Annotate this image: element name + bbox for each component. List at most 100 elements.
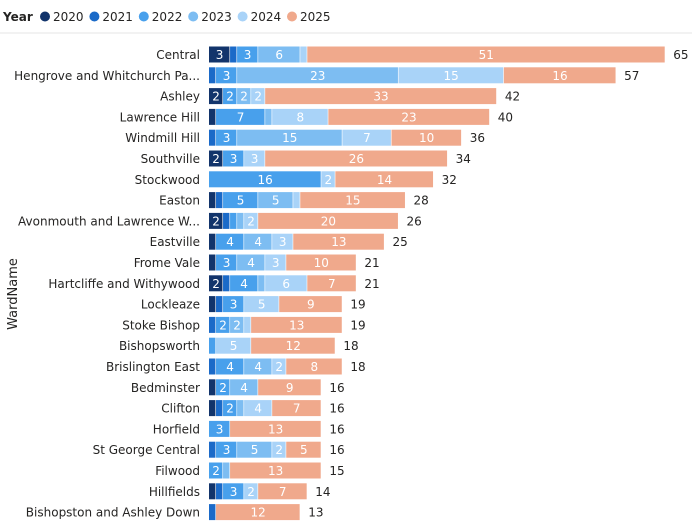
- bar-clifton-2024[interactable]: [244, 400, 272, 417]
- bar-st-george-central-2021[interactable]: [209, 441, 216, 458]
- bar-ashley-2020[interactable]: [209, 88, 223, 105]
- bar-frome-vale-2025[interactable]: [286, 254, 356, 271]
- bar-hengrove-and-whitchurch-pa-2024[interactable]: [398, 67, 504, 84]
- bar-stoke-bishop-2022[interactable]: [216, 316, 230, 333]
- bar-eastville-2024[interactable]: [272, 233, 293, 250]
- bar-eastville-2025[interactable]: [293, 233, 384, 250]
- bar-stoke-bishop-2023[interactable]: [230, 316, 244, 333]
- bar-lockleaze-2025[interactable]: [279, 296, 342, 313]
- bar-stockwood-2025[interactable]: [335, 171, 434, 188]
- bar-central-2022[interactable]: [237, 46, 258, 63]
- bar-hartcliffe-and-withywood-2021[interactable]: [223, 275, 230, 292]
- bar-ashley-2022[interactable]: [223, 88, 237, 105]
- bar-lawrence-hill-2025[interactable]: [328, 108, 490, 125]
- bar-bedminster-2020[interactable]: [209, 379, 216, 396]
- bar-southville-2020[interactable]: [209, 150, 223, 167]
- bar-bishopston-and-ashley-down-2025[interactable]: [216, 504, 300, 521]
- bar-ashley-2023[interactable]: [237, 88, 251, 105]
- bar-lawrence-hill-2024[interactable]: [272, 108, 328, 125]
- bar-bishopsworth-2022[interactable]: [209, 337, 216, 354]
- bar-lockleaze-2021[interactable]: [216, 296, 223, 313]
- bar-lawrence-hill-2023[interactable]: [265, 108, 272, 125]
- bar-stockwood-2022[interactable]: [209, 171, 321, 188]
- bar-easton-2022[interactable]: [223, 192, 258, 209]
- bar-hengrove-and-whitchurch-pa-2023[interactable]: [237, 67, 398, 84]
- bar-hartcliffe-and-withywood-2020[interactable]: [209, 275, 223, 292]
- bar-hengrove-and-whitchurch-pa-2022[interactable]: [216, 67, 237, 84]
- bar-clifton-2025[interactable]: [272, 400, 321, 417]
- bar-bishopston-and-ashley-down-2021[interactable]: [209, 504, 216, 521]
- bar-filwood-2023[interactable]: [223, 462, 230, 479]
- bar-easton-2021[interactable]: [216, 192, 223, 209]
- bar-bedminster-2022[interactable]: [216, 379, 230, 396]
- bar-stockwood-2024[interactable]: [321, 171, 335, 188]
- bar-easton-2023[interactable]: [258, 192, 293, 209]
- bar-windmill-hill-2023[interactable]: [237, 129, 342, 146]
- bar-central-2025[interactable]: [307, 46, 665, 63]
- bar-windmill-hill-2021[interactable]: [209, 129, 216, 146]
- bar-frome-vale-2024[interactable]: [265, 254, 286, 271]
- bar-brislington-east-2023[interactable]: [244, 358, 272, 375]
- bar-central-2021[interactable]: [230, 46, 237, 63]
- bar-frome-vale-2022[interactable]: [216, 254, 237, 271]
- bar-hartcliffe-and-withywood-2024[interactable]: [265, 275, 307, 292]
- bar-lawrence-hill-2020[interactable]: [209, 108, 216, 125]
- bar-hillfields-2020[interactable]: [209, 483, 216, 500]
- bar-filwood-2022[interactable]: [209, 462, 223, 479]
- bar-frome-vale-2023[interactable]: [237, 254, 265, 271]
- bar-bedminster-2023[interactable]: [230, 379, 258, 396]
- bar-ashley-2024[interactable]: [251, 88, 265, 105]
- bar-lockleaze-2020[interactable]: [209, 296, 216, 313]
- bar-eastville-2023[interactable]: [244, 233, 272, 250]
- bar-st-george-central-2024[interactable]: [272, 441, 286, 458]
- bar-easton-2025[interactable]: [300, 192, 405, 209]
- bar-stoke-bishop-2021[interactable]: [209, 316, 216, 333]
- bar-brislington-east-2024[interactable]: [272, 358, 286, 375]
- bar-stoke-bishop-2024[interactable]: [244, 316, 251, 333]
- bar-stoke-bishop-2025[interactable]: [251, 316, 342, 333]
- bar-hartcliffe-and-withywood-2023[interactable]: [258, 275, 265, 292]
- bar-horfield-2022[interactable]: [209, 420, 230, 437]
- bar-hartcliffe-and-withywood-2025[interactable]: [307, 275, 356, 292]
- bar-hillfields-2021[interactable]: [216, 483, 223, 500]
- bar-avonmouth-and-lawrence-w-2022[interactable]: [230, 212, 237, 229]
- bar-central-2024[interactable]: [300, 46, 307, 63]
- bar-bishopsworth-2024[interactable]: [216, 337, 251, 354]
- bar-ashley-2025[interactable]: [265, 88, 497, 105]
- bar-hillfields-2025[interactable]: [258, 483, 307, 500]
- bar-avonmouth-and-lawrence-w-2025[interactable]: [258, 212, 398, 229]
- bar-avonmouth-and-lawrence-w-2021[interactable]: [223, 212, 230, 229]
- bar-hengrove-and-whitchurch-pa-2025[interactable]: [503, 67, 616, 84]
- bar-southville-2025[interactable]: [265, 150, 448, 167]
- bar-avonmouth-and-lawrence-w-2023[interactable]: [237, 212, 244, 229]
- bar-clifton-2022[interactable]: [223, 400, 237, 417]
- bar-avonmouth-and-lawrence-w-2024[interactable]: [244, 212, 258, 229]
- bar-easton-2024[interactable]: [293, 192, 300, 209]
- bar-st-george-central-2025[interactable]: [286, 441, 321, 458]
- bar-easton-2020[interactable]: [209, 192, 216, 209]
- bar-lockleaze-2022[interactable]: [223, 296, 244, 313]
- bar-lockleaze-2024[interactable]: [244, 296, 279, 313]
- bar-brislington-east-2025[interactable]: [286, 358, 342, 375]
- bar-central-2023[interactable]: [258, 46, 300, 63]
- bar-southville-2022[interactable]: [223, 150, 244, 167]
- bar-clifton-2021[interactable]: [216, 400, 223, 417]
- bar-brislington-east-2022[interactable]: [216, 358, 244, 375]
- bar-eastville-2020[interactable]: [209, 233, 216, 250]
- bar-hillfields-2024[interactable]: [244, 483, 258, 500]
- bar-st-george-central-2023[interactable]: [237, 441, 272, 458]
- bar-clifton-2023[interactable]: [237, 400, 244, 417]
- bar-hillfields-2022[interactable]: [223, 483, 244, 500]
- bar-windmill-hill-2024[interactable]: [342, 129, 391, 146]
- bar-horfield-2025[interactable]: [230, 420, 321, 437]
- bar-southville-2024[interactable]: [244, 150, 265, 167]
- bar-lawrence-hill-2022[interactable]: [216, 108, 265, 125]
- bar-filwood-2025[interactable]: [230, 462, 321, 479]
- bar-brislington-east-2021[interactable]: [209, 358, 216, 375]
- bar-bedminster-2025[interactable]: [258, 379, 321, 396]
- bar-hartcliffe-and-withywood-2022[interactable]: [230, 275, 258, 292]
- bar-central-2020[interactable]: [209, 46, 230, 63]
- bar-windmill-hill-2022[interactable]: [216, 129, 237, 146]
- bar-st-george-central-2022[interactable]: [216, 441, 237, 458]
- bar-clifton-2020[interactable]: [209, 400, 216, 417]
